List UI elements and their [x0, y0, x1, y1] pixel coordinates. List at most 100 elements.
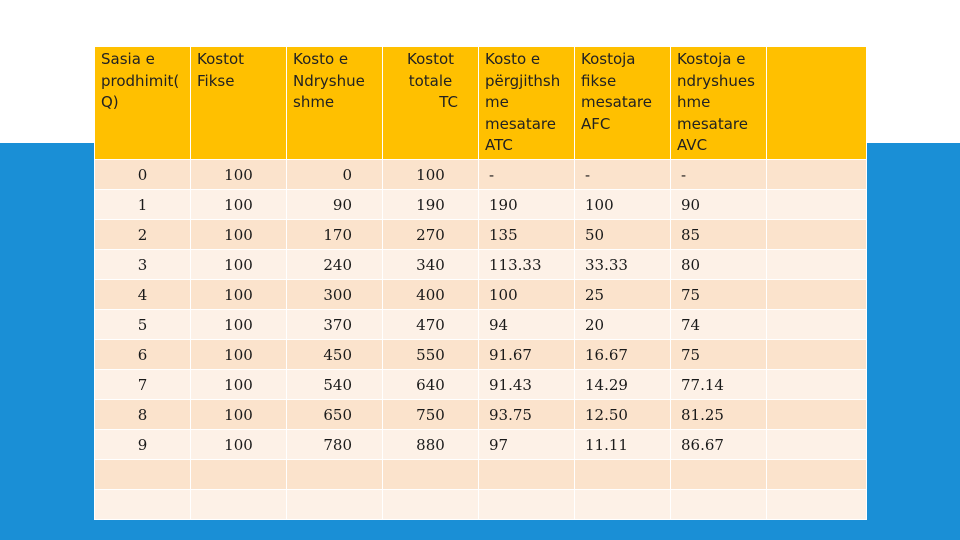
- table-row: [94, 489, 867, 520]
- cell-extra: [766, 219, 867, 250]
- header-afc: Kostoja fikse mesatare AFC: [574, 46, 671, 160]
- cell-afc: 12.50: [574, 399, 671, 430]
- cell-avc: 80: [670, 249, 767, 280]
- table-row: 4 100 300 400 100 25 75: [94, 279, 867, 310]
- cell-afc: 100: [574, 189, 671, 220]
- cell-total-cost: 470: [382, 309, 479, 340]
- cell-extra: [766, 309, 867, 340]
- cell-atc: 135: [478, 219, 575, 250]
- cell-extra: [766, 369, 867, 400]
- cell-atc: 94: [478, 309, 575, 340]
- table-body: 0 100 0 100- - -1 100 90 190 190 100 90 2 100 170 270 13…: [94, 159, 867, 520]
- cell-extra: [766, 489, 867, 520]
- cell-fixed-cost: 100: [190, 309, 287, 340]
- cell-variable-cost: 0: [286, 159, 383, 190]
- cell-total-cost: 550: [382, 339, 479, 370]
- cell-afc: [574, 489, 671, 520]
- cell-fixed-cost: 100: [190, 159, 287, 190]
- cell-extra: [766, 459, 867, 490]
- cell-fixed-cost: 100: [190, 399, 287, 430]
- cell-fixed-cost: 100: [190, 279, 287, 310]
- header-avc: Kostoja e ndryshues hme mesatare AVC: [670, 46, 767, 160]
- cost-table-container: Sasia e prodhimit( Q) Kostot Fikse Kosto…: [94, 46, 867, 520]
- table-row: 0 100 0 100- - -: [94, 159, 867, 190]
- cell-fixed-cost: 100: [190, 219, 287, 250]
- cell-quantity: 5: [94, 309, 191, 340]
- header-atc: Kosto e përgjithsh me mesatare ATC: [478, 46, 575, 160]
- table-row: 9 100 780 880 97 11.11 86.67: [94, 429, 867, 460]
- table-row: 5 100 370 470 94 20 74: [94, 309, 867, 340]
- cell-quantity: [94, 489, 191, 520]
- cell-atc: 91.43: [478, 369, 575, 400]
- cell-extra: [766, 339, 867, 370]
- cell-total-cost: 640: [382, 369, 479, 400]
- cell-variable-cost: [286, 489, 383, 520]
- header-total-cost-abbr: TC: [439, 93, 458, 111]
- cell-avc: 90: [670, 189, 767, 220]
- cell-total-cost: 750: [382, 399, 479, 430]
- cell-fixed-cost: 100: [190, 429, 287, 460]
- cost-table: Sasia e prodhimit( Q) Kostot Fikse Kosto…: [94, 46, 867, 520]
- cell-variable-cost: 300: [286, 279, 383, 310]
- cell-atc: [478, 459, 575, 490]
- cell-avc: 75: [670, 339, 767, 370]
- cell-afc: -: [574, 159, 671, 190]
- cell-atc: 97: [478, 429, 575, 460]
- cell-extra: [766, 189, 867, 220]
- cell-total-cost: 270: [382, 219, 479, 250]
- cell-total-cost: 400: [382, 279, 479, 310]
- cell-avc: 74: [670, 309, 767, 340]
- table-row: 7 100 540 640 91.43 14.29 77.14: [94, 369, 867, 400]
- header-row: Sasia e prodhimit( Q) Kostot Fikse Kosto…: [94, 46, 867, 160]
- cell-extra: [766, 399, 867, 430]
- cell-atc: 100: [478, 279, 575, 310]
- cell-afc: 25: [574, 279, 671, 310]
- cell-atc: 93.75: [478, 399, 575, 430]
- cell-quantity: 1: [94, 189, 191, 220]
- cell-variable-cost: 780: [286, 429, 383, 460]
- table-row: [94, 459, 867, 490]
- cell-total-cost: 340: [382, 249, 479, 280]
- cell-afc: 33.33: [574, 249, 671, 280]
- cell-extra: [766, 429, 867, 460]
- cell-atc: [478, 489, 575, 520]
- cell-quantity: 9: [94, 429, 191, 460]
- header-empty: [766, 46, 867, 160]
- cell-fixed-cost: 100: [190, 189, 287, 220]
- cell-extra: [766, 249, 867, 280]
- cell-variable-cost: 540: [286, 369, 383, 400]
- cell-variable-cost: 450: [286, 339, 383, 370]
- table-row: 2 100 170 270 135 50 85: [94, 219, 867, 250]
- cell-afc: 14.29: [574, 369, 671, 400]
- cell-quantity: 7: [94, 369, 191, 400]
- cell-avc: [670, 489, 767, 520]
- cell-afc: 11.11: [574, 429, 671, 460]
- cell-afc: 50: [574, 219, 671, 250]
- cell-afc: 16.67: [574, 339, 671, 370]
- cell-quantity: 6: [94, 339, 191, 370]
- cell-quantity: [94, 459, 191, 490]
- cell-extra: [766, 279, 867, 310]
- cell-quantity: 4: [94, 279, 191, 310]
- cell-fixed-cost: [190, 489, 287, 520]
- cell-avc: 81.25: [670, 399, 767, 430]
- cell-quantity: 2: [94, 219, 191, 250]
- table-row: 6 100 450 550 91.67 16.67 75: [94, 339, 867, 370]
- cell-variable-cost: 170: [286, 219, 383, 250]
- cell-avc: -: [670, 159, 767, 190]
- table-row: 1 100 90 190 190 100 90: [94, 189, 867, 220]
- cell-variable-cost: 370: [286, 309, 383, 340]
- cell-variable-cost: 650: [286, 399, 383, 430]
- cell-avc: 77.14: [670, 369, 767, 400]
- cell-variable-cost: 90: [286, 189, 383, 220]
- header-total-cost-label: Kostot totale: [406, 50, 455, 90]
- cell-total-cost: 100: [382, 159, 479, 190]
- header-quantity: Sasia e prodhimit( Q): [94, 46, 191, 160]
- cell-avc: 86.67: [670, 429, 767, 460]
- cell-atc: 190: [478, 189, 575, 220]
- header-fixed-cost: Kostot Fikse: [190, 46, 287, 160]
- cell-variable-cost: [286, 459, 383, 490]
- cell-avc: 75: [670, 279, 767, 310]
- cell-afc: 20: [574, 309, 671, 340]
- cell-atc: 91.67: [478, 339, 575, 370]
